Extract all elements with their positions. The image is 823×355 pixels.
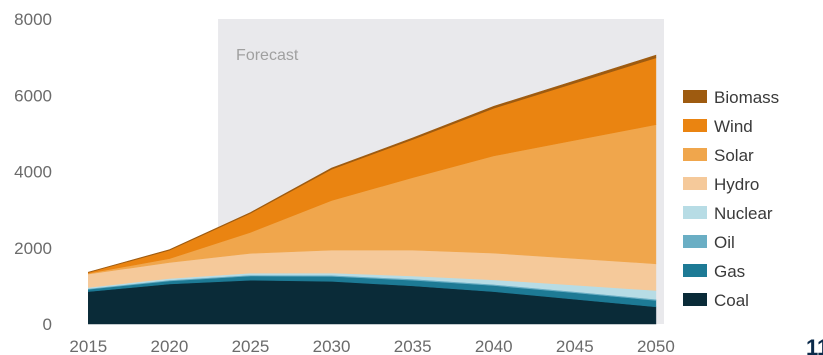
forecast-label: Forecast — [236, 47, 299, 64]
x-axis: 2015 2020 2025 2030 2035 2040 2045 2050 — [69, 337, 674, 355]
legend-swatch-gas — [683, 264, 707, 277]
x-tick-label: 2040 — [475, 337, 513, 355]
y-tick-label: 4000 — [14, 163, 52, 182]
y-tick-label: 0 — [43, 315, 52, 334]
x-tick-label: 2035 — [394, 337, 432, 355]
legend-label-biomass: Biomass — [714, 88, 779, 107]
legend: Biomass Wind Solar Hydro Nuclear Oil Gas Coal — [683, 88, 779, 310]
legend-label-wind: Wind — [714, 117, 753, 136]
legend-swatch-coal — [683, 293, 707, 306]
x-tick-label: 2050 — [637, 337, 675, 355]
legend-swatch-oil — [683, 235, 707, 248]
legend-label-hydro: Hydro — [714, 175, 759, 194]
x-tick-label: 2025 — [232, 337, 270, 355]
legend-label-solar: Solar — [714, 146, 754, 165]
legend-label-coal: Coal — [714, 291, 749, 310]
legend-swatch-solar — [683, 148, 707, 161]
area-series-group — [88, 54, 657, 325]
legend-label-oil: Oil — [714, 233, 735, 252]
legend-swatch-nuclear — [683, 206, 707, 219]
legend-swatch-wind — [683, 119, 707, 132]
x-tick-label: 2045 — [556, 337, 594, 355]
x-tick-label: 2015 — [69, 337, 107, 355]
x-tick-label: 2030 — [313, 337, 351, 355]
legend-swatch-biomass — [683, 90, 707, 103]
area-biomass — [88, 54, 657, 273]
legend-label-nuclear: Nuclear — [714, 204, 773, 223]
legend-label-gas: Gas — [714, 262, 745, 281]
page-number-mark: 11 — [806, 335, 823, 355]
y-tick-label: 2000 — [14, 239, 52, 258]
y-tick-label: 6000 — [14, 86, 52, 105]
y-tick-label: 8000 — [14, 10, 52, 29]
legend-swatch-hydro — [683, 177, 707, 190]
y-axis: 0 2000 4000 6000 8000 — [14, 10, 52, 334]
x-tick-label: 2020 — [150, 337, 188, 355]
